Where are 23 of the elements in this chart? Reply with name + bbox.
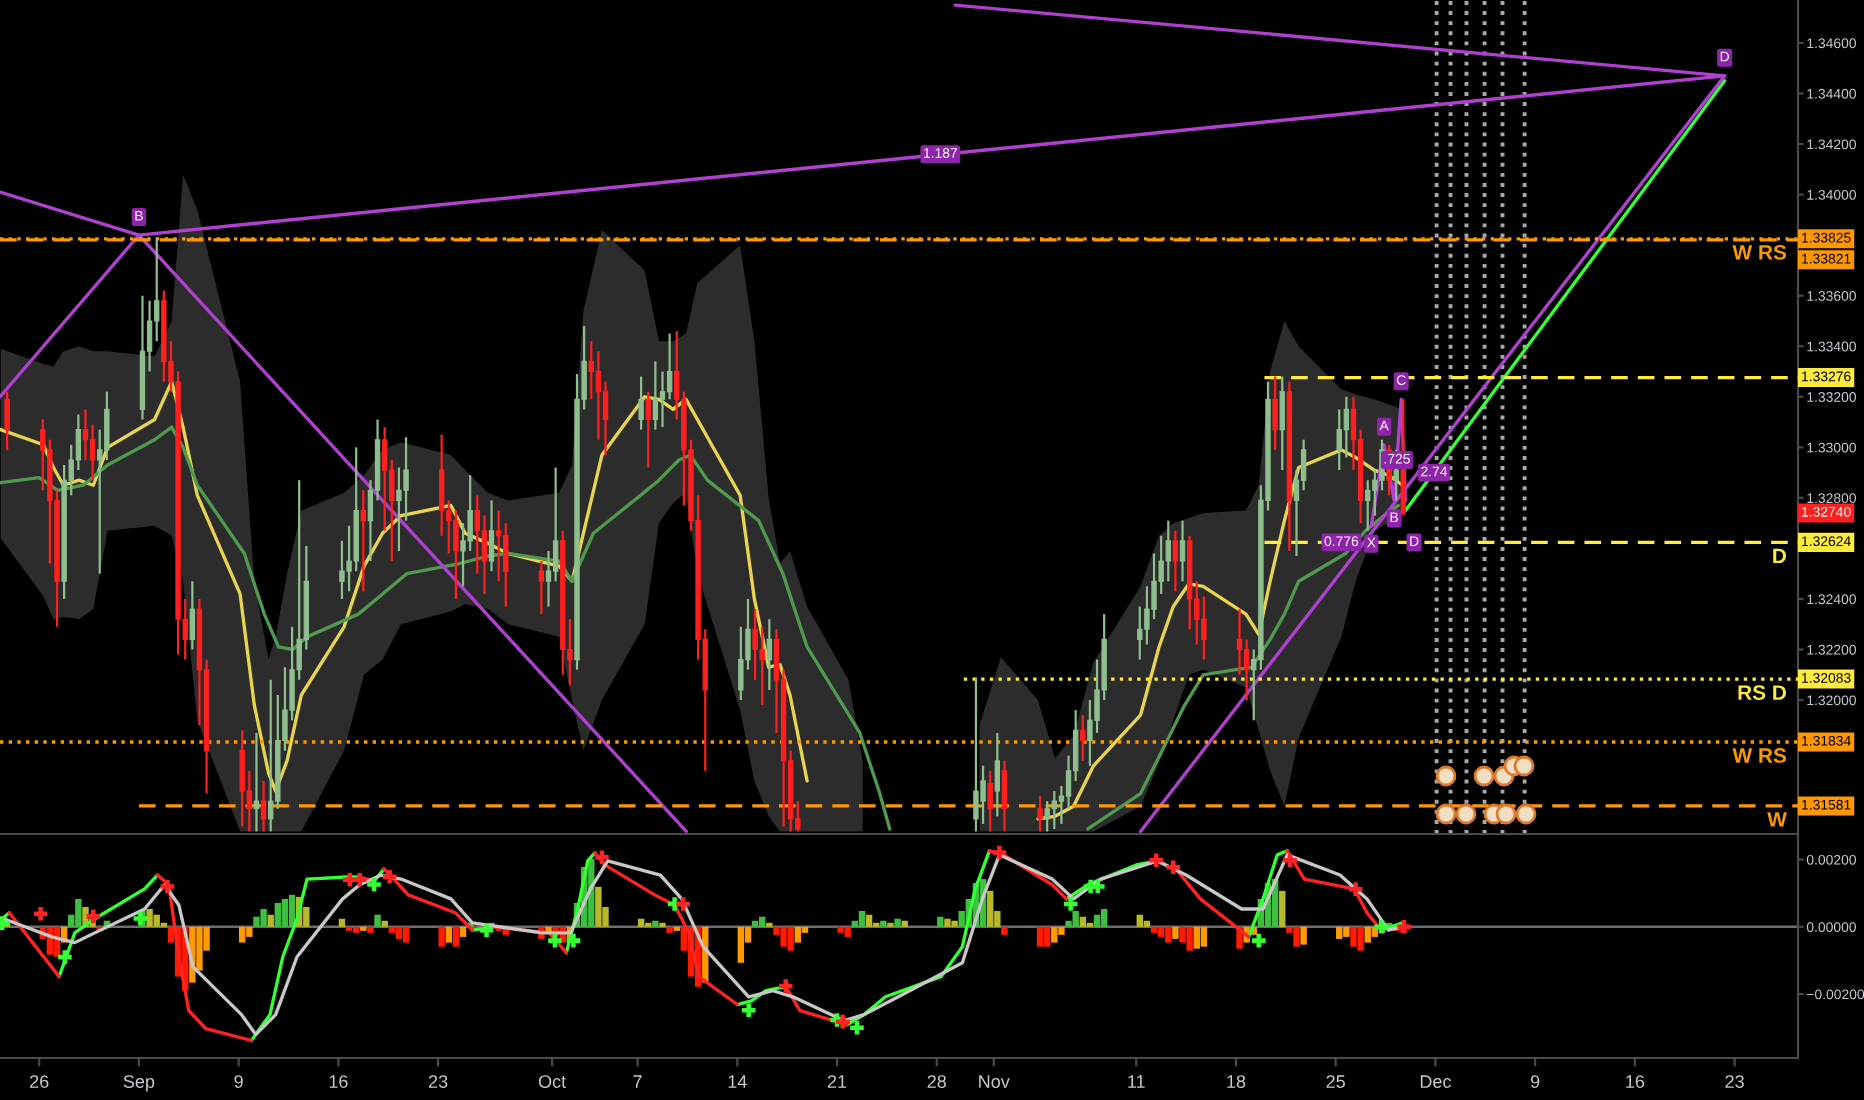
x-tick-label: 16 [1626,1075,1645,1088]
x-tick-label: Oct [538,1075,566,1088]
x-tick-label: Nov [979,1075,1010,1088]
x-tick-label: 28 [927,1075,947,1088]
legend-label: D [1773,548,1787,564]
x-tick-label: 25 [1326,1075,1345,1088]
x-tick-label: 14 [728,1075,747,1088]
x-tick-label: Dec [1420,1075,1451,1088]
x-tick-label: 18 [1227,1075,1246,1088]
x-tick-label: 23 [428,1075,448,1088]
legend-label: W RS [1732,748,1787,763]
x-tick-label: 23 [1725,1075,1744,1088]
x-tick-label: 9 [234,1075,243,1088]
x-tick-label: 9 [1530,1075,1540,1088]
x-tick-label: 7 [633,1075,642,1088]
x-tick-label: 11 [1128,1075,1145,1088]
x-tick-label: 26 [30,1075,49,1088]
legend-label: W [1767,812,1787,827]
x-tick-label: Sep [123,1075,155,1092]
x-tick-label: 16 [329,1075,348,1088]
x-tick-label: 21 [827,1075,847,1088]
legend-label: W RS [1732,244,1787,260]
legend-label: RS D [1738,685,1787,700]
